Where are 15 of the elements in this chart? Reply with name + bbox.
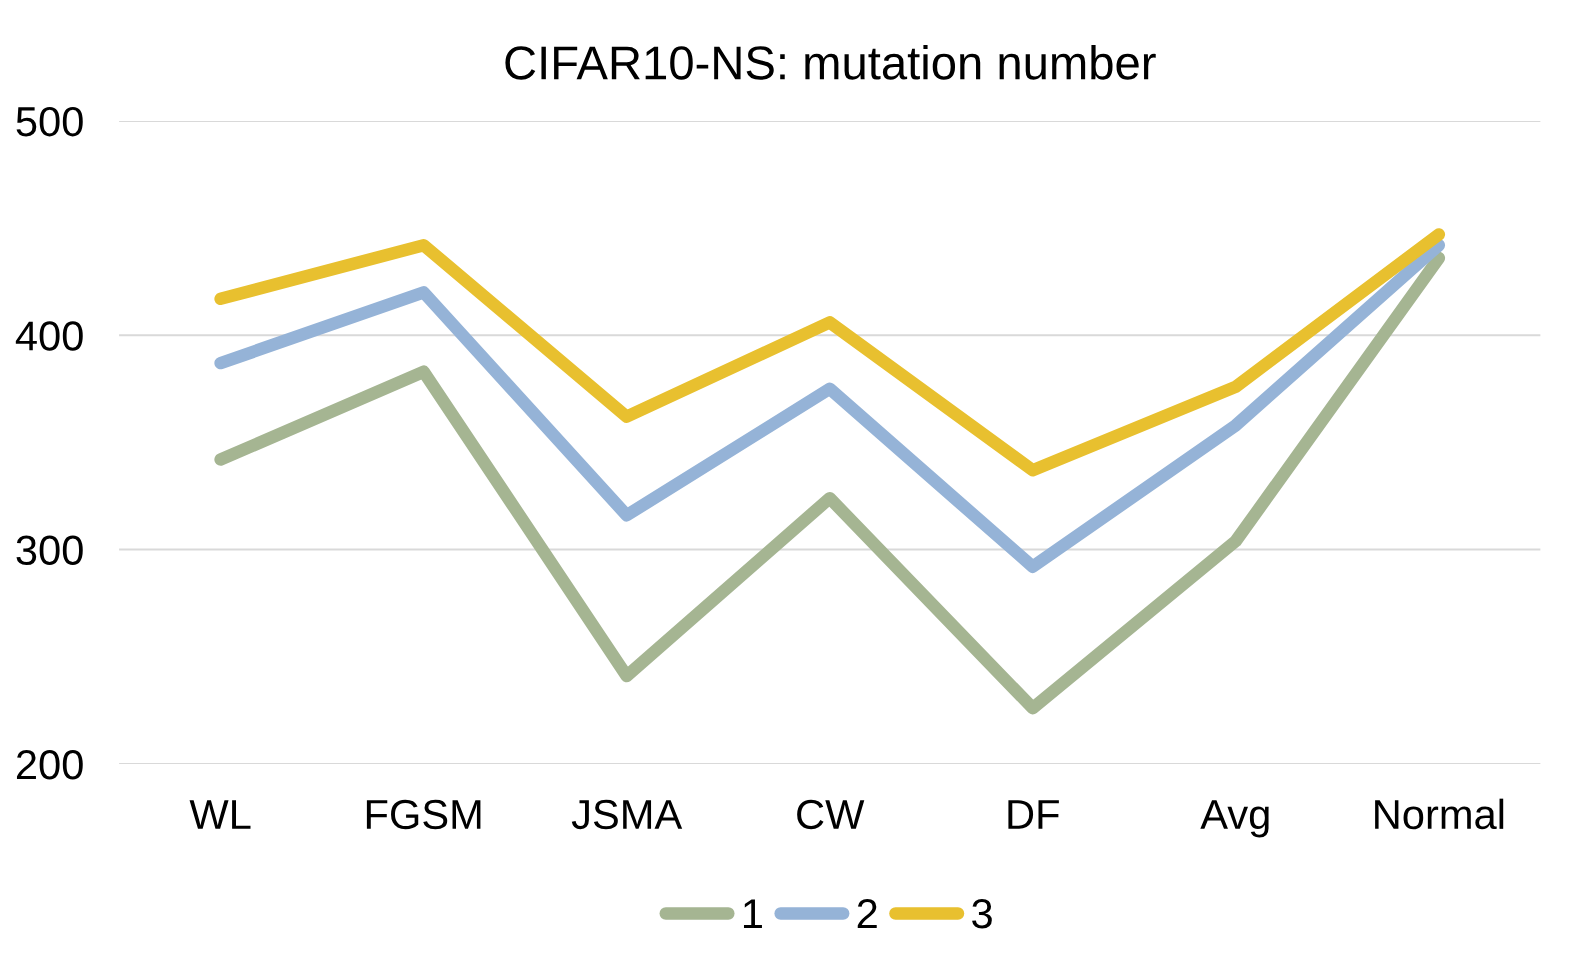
x-tick-label: JSMA xyxy=(571,799,683,830)
x-tick-label: FGSM xyxy=(366,799,481,830)
x-tick-label: WL xyxy=(189,800,251,829)
x-tick-label: DF xyxy=(1008,800,1059,829)
y-tick-label: 400 xyxy=(15,321,83,351)
x-tick-label: Avg xyxy=(1200,800,1269,838)
y-tick-label: 500 xyxy=(16,106,83,137)
x-tick-label: Normal xyxy=(1375,798,1504,830)
legend-label: 3 xyxy=(972,898,992,929)
legend-label: 1 xyxy=(743,899,762,929)
y-tick-label: 300 xyxy=(16,535,83,566)
y-tick-label: 200 xyxy=(16,749,83,780)
chart-title: CIFAR10-NS: mutation number xyxy=(505,44,1156,80)
legend-label: 2 xyxy=(857,898,877,929)
x-tick-label: CW xyxy=(797,799,865,830)
